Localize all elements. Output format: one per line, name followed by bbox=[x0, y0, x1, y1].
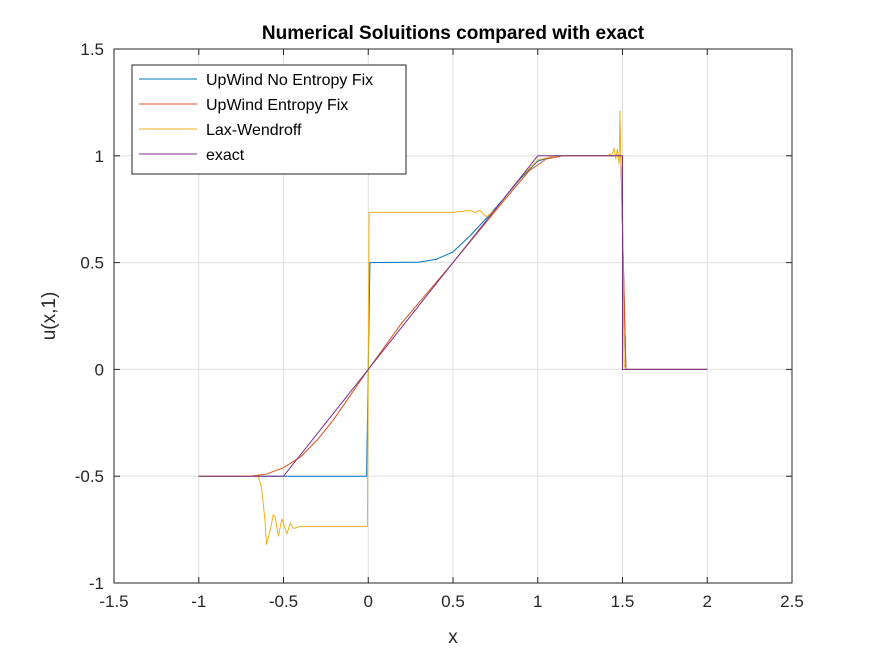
x-tick-label: -1 bbox=[191, 592, 206, 611]
tick-labels: -1.5 -1 -0.5 0 0.5 1 1.5 2 2.5-1-0.500.511.5 bbox=[75, 40, 804, 611]
legend: UpWind No Entropy Fix UpWind Entropy Fix L… bbox=[131, 64, 407, 175]
y-tick-label: 1.5 bbox=[80, 40, 104, 59]
y-tick-label: 0 bbox=[95, 360, 104, 379]
x-tick-label: 2 bbox=[703, 592, 712, 611]
x-tick-label: 1.5 bbox=[611, 592, 635, 611]
legend-label: UpWind No Entropy Fix bbox=[206, 72, 373, 89]
x-tick-label: 0.5 bbox=[441, 592, 465, 611]
tick-marks bbox=[113, 48, 793, 584]
x-tick-label: 1 bbox=[533, 592, 542, 611]
y-tick-label: 1 bbox=[95, 147, 104, 166]
legend-box bbox=[131, 64, 407, 175]
x-tick-label: 0 bbox=[364, 592, 373, 611]
y-tick-label: -0.5 bbox=[75, 467, 104, 486]
legend-label: exact bbox=[206, 147, 245, 164]
x-tick-label: 2.5 bbox=[780, 592, 804, 611]
legend-label: UpWind Entropy Fix bbox=[206, 97, 348, 114]
x-tick-label: -1.5 bbox=[99, 592, 128, 611]
x-axis-label: x bbox=[448, 627, 458, 648]
y-tick-label: -1 bbox=[89, 574, 104, 593]
chart-title: Numerical Soluitions compared with exact bbox=[262, 23, 645, 44]
series-lines bbox=[198, 110, 708, 546]
y-tick-label: 0.5 bbox=[80, 254, 104, 273]
series-line-2 bbox=[198, 110, 708, 546]
legend-label: Lax-Wendroff bbox=[206, 122, 302, 139]
x-tick-label: -0.5 bbox=[269, 592, 298, 611]
y-axis-label: u(x,1) bbox=[39, 292, 60, 341]
series-line-3 bbox=[198, 155, 708, 477]
